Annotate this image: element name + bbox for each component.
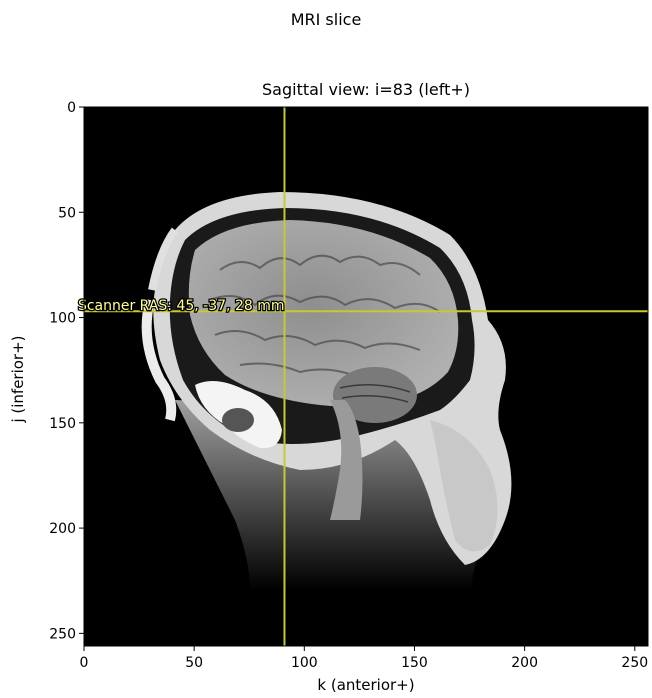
- x-tick-label: 50: [185, 655, 203, 671]
- figure-suptitle: MRI slice: [290, 10, 362, 29]
- axes-title: Sagittal view: i=83 (left+): [262, 80, 470, 99]
- x-tick-label: 0: [80, 655, 89, 671]
- y-tick-label: 0: [67, 100, 76, 116]
- x-tick-label: 200: [511, 655, 538, 671]
- x-axis-label: k (anterior+): [317, 676, 415, 694]
- x-tick-label: 250: [621, 655, 648, 671]
- y-axis-ticks: 0 50 100 150 200 250: [49, 100, 84, 642]
- mri-sagittal-image: [141, 192, 512, 590]
- y-tick-label: 50: [58, 205, 76, 221]
- scanner-ras-annotation: Scanner RAS: 45, -37, 28 mm: [78, 298, 285, 314]
- x-axis-ticks: 0 50 100 150 200 250: [80, 646, 648, 671]
- y-axis-label: j (inferior+): [9, 335, 27, 423]
- y-tick-label: 100: [49, 311, 76, 327]
- y-tick-label: 150: [49, 416, 76, 432]
- axes-frame: [83, 106, 649, 647]
- x-tick-label: 150: [401, 655, 428, 671]
- y-tick-label: 250: [49, 626, 76, 642]
- y-tick-label: 200: [49, 521, 76, 537]
- x-tick-label: 100: [291, 655, 318, 671]
